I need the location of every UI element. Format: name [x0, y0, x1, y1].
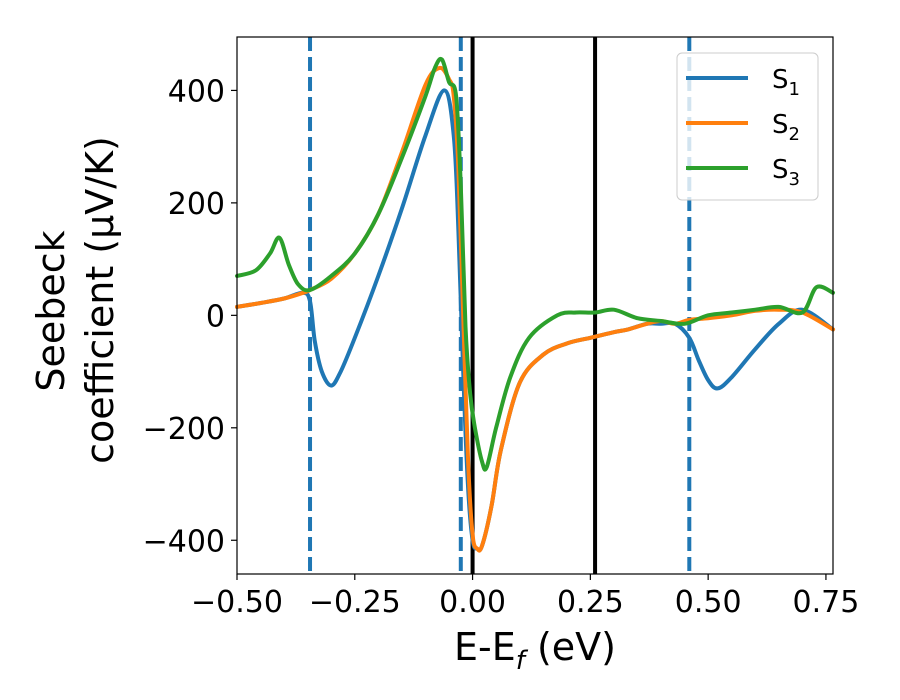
x-tick-label: 0.50 — [675, 585, 742, 620]
legend-label-S1: S1 — [772, 65, 800, 100]
x-tick-label: −0.25 — [309, 585, 401, 620]
x-tick-label: 0.00 — [439, 585, 506, 620]
y-axis-label-line2: coefficient (μV/K) — [78, 136, 122, 464]
legend-box — [676, 52, 819, 201]
series-layer — [235, 56, 835, 553]
x-axis-label: E-Ef (eV) — [454, 625, 616, 676]
ticks-layer: −0.50 −0.25 0.00 0.25 0.50 0.75 −400 −200 0 200 40… — [143, 74, 860, 620]
series-line-S3 — [235, 56, 835, 472]
y-tick-label: −400 — [143, 524, 225, 559]
x-tick-label: 0.75 — [793, 585, 860, 620]
x-tick-label: 0.25 — [557, 585, 624, 620]
plot-frame — [236, 36, 834, 575]
legend: S1 S2 S3 — [676, 52, 819, 201]
x-tick-label: −0.50 — [191, 585, 283, 620]
y-tick-label: −200 — [143, 412, 225, 447]
y-tick-label: 400 — [168, 74, 225, 109]
legend-items: S1 S2 S3 — [686, 65, 800, 190]
y-tick-label: 200 — [168, 187, 225, 222]
y-axis-label-line1: Seebeck — [29, 230, 73, 391]
legend-label-S2: S2 — [772, 110, 800, 145]
y-tick-label: 0 — [206, 299, 225, 334]
legend-label-S3: S3 — [772, 155, 800, 190]
